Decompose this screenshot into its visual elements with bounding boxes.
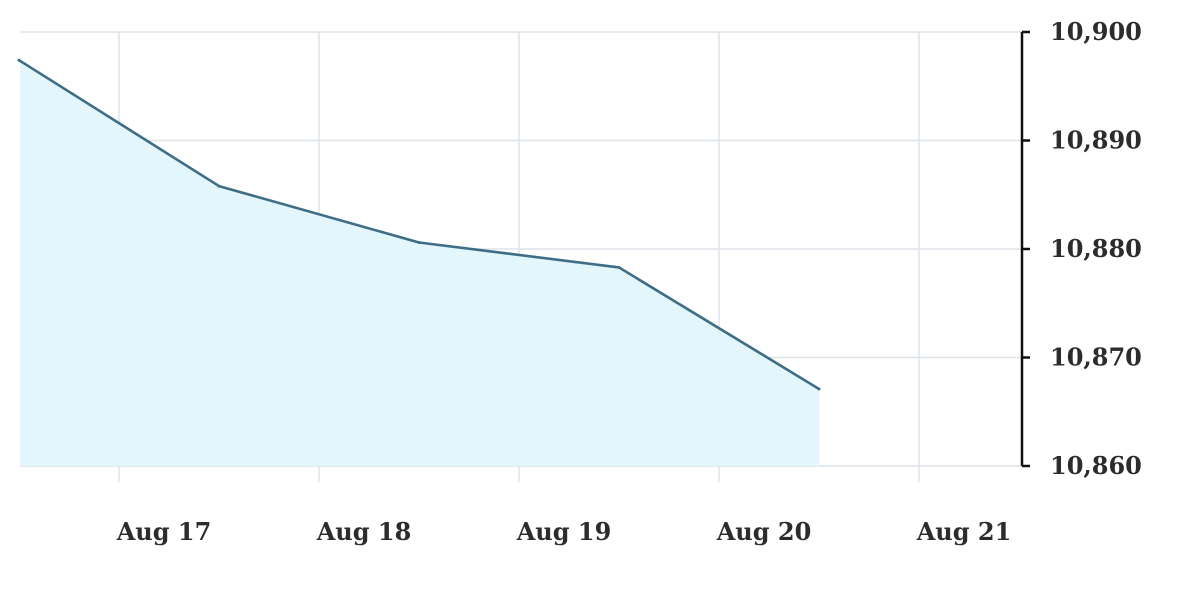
x-axis-labels: Aug 17 Aug 18 Aug 19 Aug 20 Aug 21: [116, 517, 1012, 546]
series-area: [19, 60, 819, 467]
data-point: [417, 240, 421, 244]
y-tick-label: 10,860: [1050, 451, 1142, 480]
data-point: [617, 265, 621, 269]
x-tick-label: Aug 20: [716, 517, 812, 546]
series-area-fill: [19, 60, 819, 467]
x-tick-label: Aug 18: [316, 517, 412, 546]
data-point: [217, 184, 221, 188]
x-tick-label: Aug 21: [916, 517, 1012, 546]
data-point: [817, 387, 821, 391]
y-tick-label: 10,900: [1050, 17, 1142, 46]
x-tick-label: Aug 19: [516, 517, 612, 546]
y-axis: [1020, 30, 1030, 468]
y-axis-labels: 10,900 10,890 10,880 10,870 10,860: [1050, 17, 1142, 480]
x-tick-label: Aug 17: [116, 517, 212, 546]
y-tick-label: 10,890: [1050, 126, 1142, 155]
series-line: [17, 58, 821, 391]
y-tick-label: 10,870: [1050, 343, 1142, 372]
y-tick-label: 10,880: [1050, 234, 1142, 263]
data-point: [17, 58, 21, 62]
